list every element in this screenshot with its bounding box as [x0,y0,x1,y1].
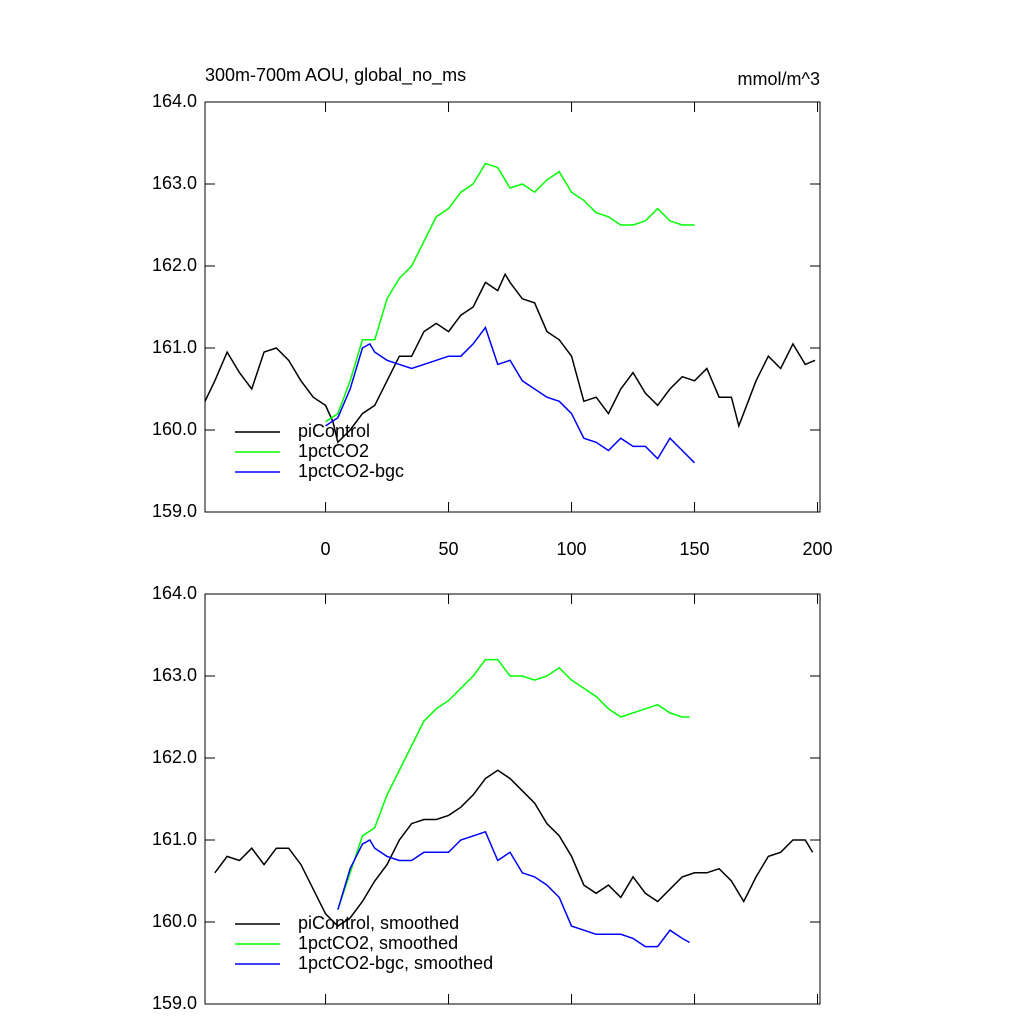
x-tick-label: 150 [680,539,710,559]
y-tick-label: 163.0 [152,173,197,193]
units-label: mmol/m^3 [738,69,820,89]
legend-label: 1pctCO2-bgc, smoothed [298,953,493,973]
y-tick-label: 161.0 [152,829,197,849]
legend-label: 1pctCO2 [298,441,369,461]
y-tick-label: 164.0 [152,91,197,111]
y-tick-label: 159.0 [152,993,197,1013]
legend-label: piControl [298,421,370,441]
legend-label: piControl, smoothed [298,913,459,933]
x-tick-label: 100 [557,539,587,559]
y-tick-label: 162.0 [152,747,197,767]
x-tick-label: 0 [321,539,331,559]
y-tick-label: 160.0 [152,911,197,931]
y-tick-label: 160.0 [152,419,197,439]
x-tick-label: 50 [439,539,459,559]
legend-label: 1pctCO2-bgc [298,461,404,481]
y-tick-label: 164.0 [152,583,197,603]
plot-frame [204,593,821,1005]
y-tick-label: 162.0 [152,255,197,275]
series-line [214,769,814,928]
series-line [325,162,695,423]
y-tick-label: 161.0 [152,337,197,357]
series-line [204,272,816,444]
legend-label: 1pctCO2, smoothed [298,933,458,953]
x-tick-label: 200 [803,539,833,559]
series-line [325,325,696,464]
series-line [337,830,690,948]
y-tick-label: 163.0 [152,665,197,685]
y-tick-label: 159.0 [152,501,197,521]
series-line [337,658,690,910]
chart-title: 300m-700m AOU, global_no_ms [205,65,466,86]
plot-frame [204,101,821,513]
